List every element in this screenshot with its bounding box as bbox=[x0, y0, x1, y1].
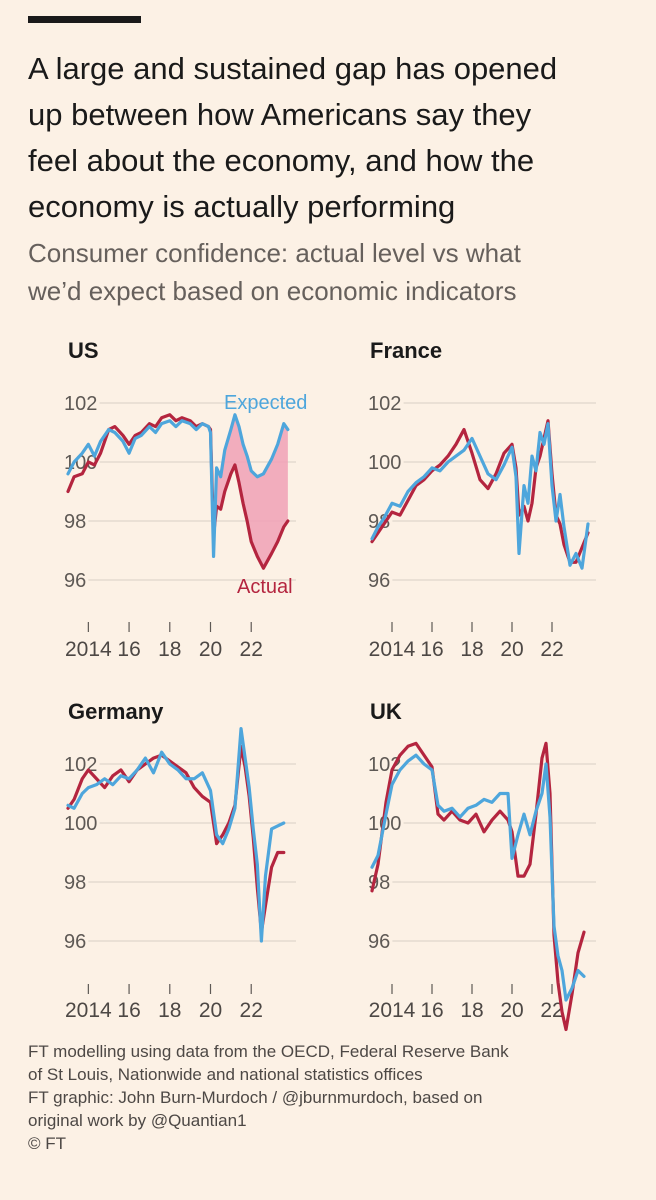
france-panel-title: France bbox=[370, 338, 442, 363]
ft-top-bar bbox=[28, 16, 141, 23]
uk-x-tick-label: 2014 bbox=[369, 999, 416, 1022]
uk-expected-line bbox=[370, 753, 586, 1002]
uk-y-tick-label: 96 bbox=[368, 931, 390, 953]
france-y-tick-label: 102 bbox=[368, 393, 401, 415]
source-footnote: FT modelling using data from the OECD, F… bbox=[28, 1040, 638, 1155]
chart-subtitle: Consumer confidence: actual level vs wha… bbox=[28, 234, 628, 310]
france-x-tick-label: 18 bbox=[460, 638, 483, 661]
uk-x-tick-label: 20 bbox=[500, 999, 523, 1022]
us-y-tick-label: 98 bbox=[64, 511, 86, 533]
germany-panel-title: Germany bbox=[68, 699, 164, 724]
title-line: up between how Americans say they bbox=[28, 97, 532, 132]
us-x-tick-label: 20 bbox=[199, 638, 222, 661]
us-x-tick-label: 16 bbox=[117, 638, 140, 661]
chart-title: A large and sustained gap has opened up … bbox=[28, 46, 628, 230]
france-y-tick-label: 100 bbox=[368, 452, 401, 474]
uk-actual-line bbox=[370, 741, 586, 1032]
uk-x-tick-label: 22 bbox=[540, 999, 563, 1022]
us-actual-line bbox=[66, 413, 290, 570]
germany-y-tick-label: 96 bbox=[64, 931, 86, 953]
us-x-tick-label: 18 bbox=[158, 638, 181, 661]
germany-expected-line bbox=[66, 726, 286, 943]
france-x-tick-label: 22 bbox=[540, 638, 563, 661]
us-y-tick-label: 102 bbox=[64, 393, 97, 415]
subtitle-line: Consumer confidence: actual level vs wha… bbox=[28, 238, 521, 268]
us-gap-area bbox=[216, 414, 288, 569]
germany-x-tick-label: 20 bbox=[199, 999, 222, 1022]
footnote-line: of St Louis, Nationwide and national sta… bbox=[28, 1065, 423, 1084]
footnote-line: original work by @Quantian1 bbox=[28, 1111, 247, 1130]
title-line: A large and sustained gap has opened bbox=[28, 51, 558, 86]
france-actual-line bbox=[370, 419, 590, 564]
france-expected-line bbox=[370, 422, 590, 570]
france-x-tick-label: 20 bbox=[500, 638, 523, 661]
subtitle-line: we’d expect based on economic indicators bbox=[28, 276, 517, 306]
footnote-line: FT modelling using data from the OECD, F… bbox=[28, 1042, 509, 1061]
title-line: economy is actually performing bbox=[28, 189, 456, 224]
title-line: feel about the economy, and how the bbox=[28, 143, 535, 178]
uk-panel-title: UK bbox=[370, 699, 402, 724]
us-x-tick-label: 2014 bbox=[65, 638, 112, 661]
france-x-tick-label: 2014 bbox=[369, 638, 416, 661]
germany-y-tick-label: 100 bbox=[64, 813, 97, 835]
us-actual-annotation: Actual bbox=[237, 576, 293, 598]
france-y-tick-label: 96 bbox=[368, 570, 390, 592]
france-x-tick-label: 16 bbox=[420, 638, 443, 661]
uk-x-tick-label: 18 bbox=[460, 999, 483, 1022]
footnote-line: FT graphic: John Burn-Murdoch / @jburnmu… bbox=[28, 1088, 483, 1107]
uk-x-tick-label: 16 bbox=[420, 999, 443, 1022]
us-expected-line bbox=[66, 413, 290, 559]
germany-actual-line bbox=[66, 744, 286, 934]
us-y-tick-label: 96 bbox=[64, 570, 86, 592]
footnote-line: © FT bbox=[28, 1134, 67, 1153]
germany-y-tick-label: 98 bbox=[64, 872, 86, 894]
germany-x-tick-label: 18 bbox=[158, 999, 181, 1022]
germany-x-tick-label: 2014 bbox=[65, 999, 112, 1022]
us-expected-annotation: Expected bbox=[224, 392, 307, 414]
germany-x-tick-label: 16 bbox=[117, 999, 140, 1022]
us-x-tick-label: 22 bbox=[240, 638, 263, 661]
germany-x-tick-label: 22 bbox=[240, 999, 263, 1022]
us-panel-title: US bbox=[68, 338, 99, 363]
